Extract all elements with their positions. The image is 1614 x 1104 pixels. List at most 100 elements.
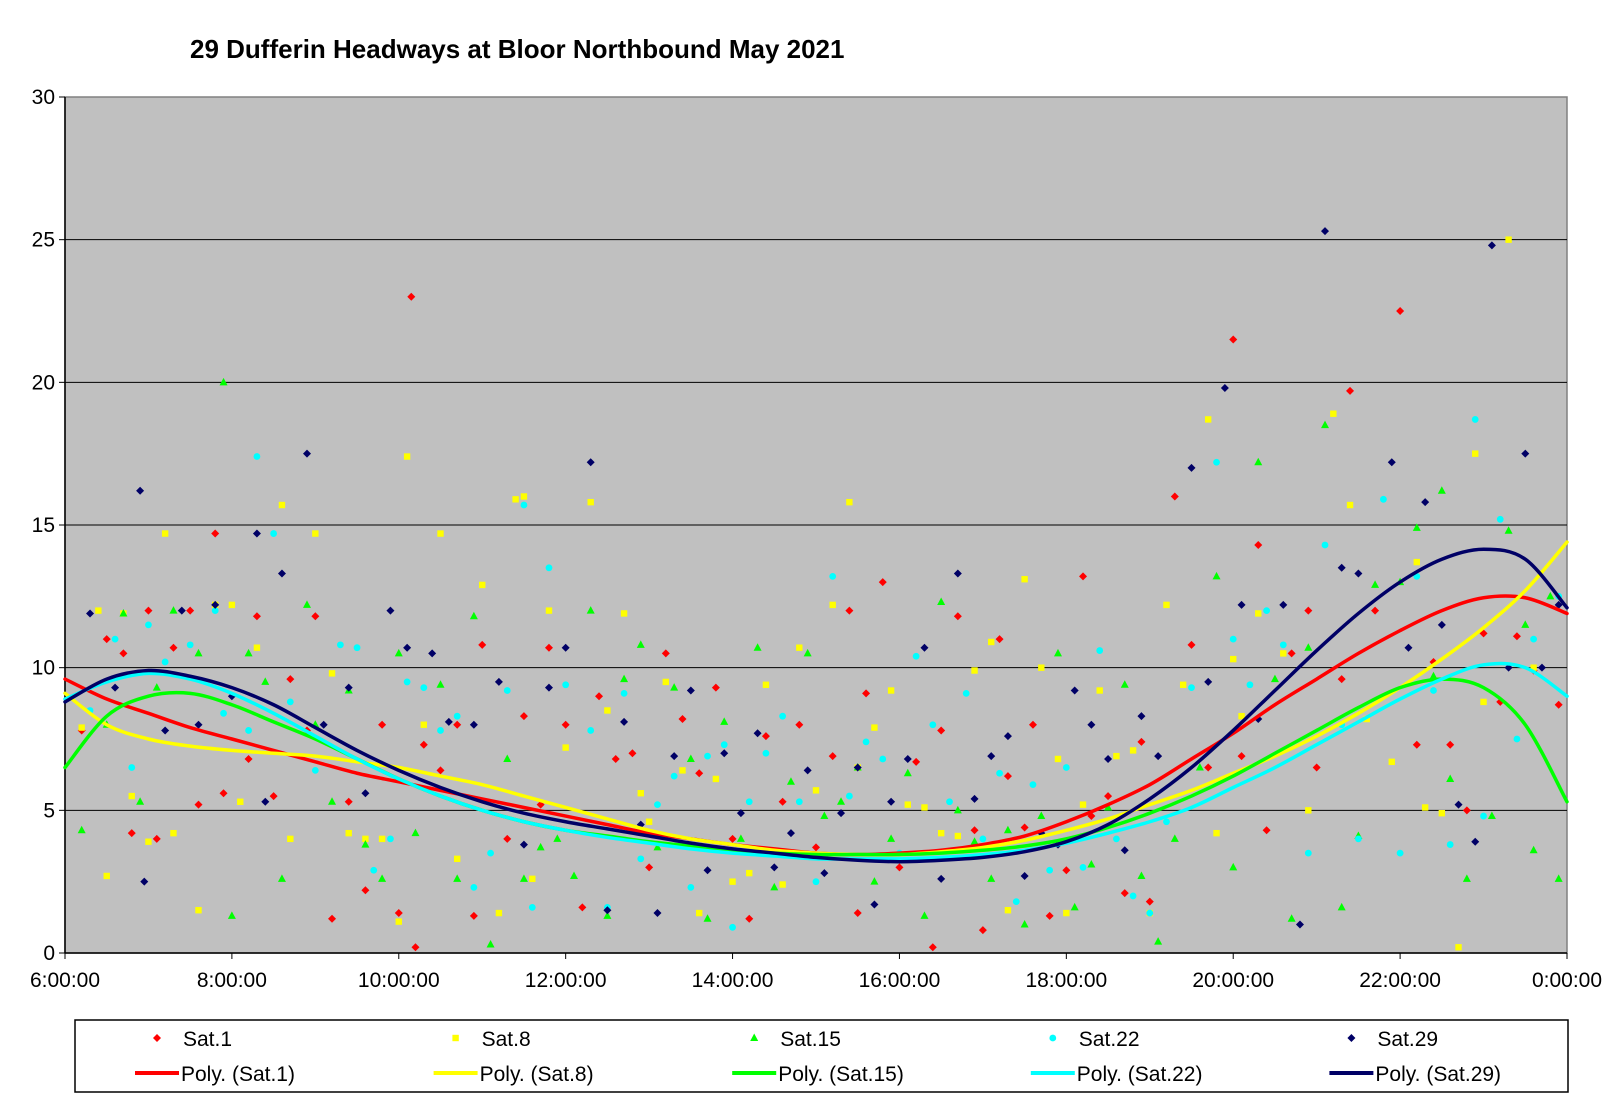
data-point	[286, 698, 294, 706]
data-point	[453, 874, 462, 882]
data-point	[778, 797, 787, 806]
data-point	[686, 686, 695, 695]
data-point	[453, 712, 461, 720]
data-point	[1113, 752, 1120, 760]
data-point	[378, 874, 387, 882]
series-sat-8	[78, 236, 1537, 951]
legend-marker	[153, 1034, 161, 1042]
x-tick-label: 16:00:00	[859, 969, 941, 992]
data-point	[970, 837, 979, 845]
data-point	[486, 939, 495, 948]
data-point	[437, 530, 444, 537]
data-point	[1305, 807, 1312, 814]
data-point	[1480, 812, 1487, 820]
data-point	[1163, 818, 1170, 826]
data-point	[1213, 829, 1220, 837]
data-point	[1371, 580, 1380, 588]
chart-title: 29 Dufferin Headways at Bloor Northbound…	[190, 34, 844, 64]
data-points	[77, 227, 1563, 952]
data-point	[846, 498, 853, 506]
data-point	[520, 501, 528, 509]
data-point	[1437, 620, 1446, 629]
data-point	[611, 754, 620, 763]
data-point	[953, 612, 962, 621]
data-point	[995, 635, 1004, 644]
data-point	[953, 569, 962, 578]
data-point	[745, 914, 754, 923]
data-point	[920, 911, 929, 919]
legend-trend-label: Poly. (Sat.29)	[1375, 1063, 1501, 1086]
data-point	[111, 635, 119, 643]
x-tick-label: 8:00:00	[197, 969, 267, 992]
data-point	[620, 717, 629, 726]
legend-label: Sat.8	[482, 1028, 531, 1051]
data-point	[978, 926, 987, 935]
data-point	[987, 874, 996, 882]
data-point	[1012, 898, 1020, 906]
data-point	[1079, 572, 1088, 581]
data-point	[140, 877, 149, 886]
legend-label: Sat.22	[1079, 1028, 1140, 1051]
data-point	[770, 863, 779, 872]
x-tick-label: 10:00:00	[358, 969, 440, 992]
data-point	[1321, 227, 1330, 236]
data-point	[177, 606, 186, 615]
data-point	[1354, 569, 1363, 578]
data-point	[1396, 307, 1405, 315]
data-point	[528, 903, 536, 911]
data-point	[1137, 737, 1146, 746]
data-point	[512, 496, 519, 503]
data-point	[1246, 681, 1254, 689]
data-point	[519, 840, 528, 849]
data-point	[645, 818, 653, 825]
data-point	[1255, 610, 1262, 617]
data-point	[937, 597, 946, 606]
data-point	[1146, 909, 1154, 917]
data-point	[219, 789, 228, 798]
data-point	[269, 792, 278, 801]
data-point	[436, 680, 445, 688]
data-point	[1120, 680, 1129, 688]
data-point	[344, 797, 353, 806]
data-point	[1195, 763, 1204, 771]
data-point	[1546, 591, 1555, 600]
data-point	[1003, 732, 1012, 741]
data-point	[988, 638, 995, 646]
data-point	[152, 683, 161, 691]
data-point	[829, 601, 836, 609]
legend-trend-label: Poly. (Sat.1)	[181, 1063, 295, 1086]
data-point	[103, 872, 110, 880]
data-point	[1279, 641, 1287, 649]
data-point	[703, 866, 712, 875]
data-point	[779, 881, 786, 888]
data-point	[837, 797, 846, 805]
data-point	[453, 720, 462, 729]
y-tick-label: 15	[32, 514, 55, 537]
data-point	[996, 769, 1003, 777]
data-point	[853, 763, 862, 772]
data-point	[562, 681, 570, 689]
data-point	[828, 752, 837, 761]
data-point	[77, 825, 86, 834]
data-point	[1096, 687, 1103, 694]
data-point	[161, 658, 169, 666]
trendline-poly-sat-15-	[63, 677, 1569, 857]
data-point	[862, 738, 870, 746]
data-point	[95, 607, 102, 614]
data-point	[620, 610, 628, 617]
data-point	[970, 794, 979, 803]
data-point	[161, 530, 169, 537]
data-point	[1321, 541, 1329, 549]
data-point	[161, 726, 170, 735]
trendlines	[63, 540, 1569, 864]
data-point	[720, 741, 728, 749]
data-point	[1263, 607, 1270, 614]
y-tick-label: 5	[43, 799, 55, 822]
data-point	[386, 606, 395, 615]
data-point	[1304, 606, 1313, 615]
data-point	[628, 749, 637, 758]
data-point	[252, 529, 261, 538]
data-point	[862, 689, 871, 698]
data-point	[286, 675, 295, 684]
data-point	[1487, 811, 1496, 820]
